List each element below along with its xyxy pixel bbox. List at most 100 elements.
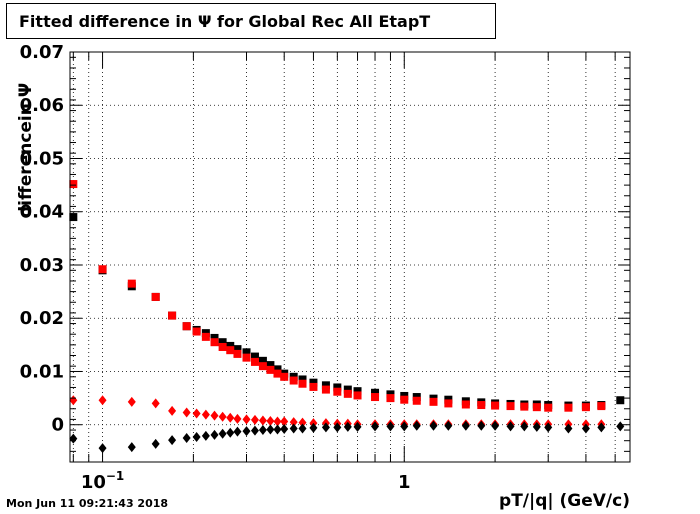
data-point xyxy=(127,442,136,453)
data-point xyxy=(226,341,235,350)
data-point xyxy=(491,401,500,410)
data-point xyxy=(233,345,242,354)
data-point xyxy=(258,415,267,426)
data-point xyxy=(506,402,515,411)
x-tick-label: 1 xyxy=(398,472,411,493)
data-point xyxy=(201,430,210,441)
data-point xyxy=(321,422,330,433)
data-point xyxy=(520,402,529,411)
data-point xyxy=(309,378,318,387)
axes: 0 0.01 0.02 0.03 0.04 0.05 0.06 0.07 10−1 1 xyxy=(20,42,630,493)
data-point xyxy=(477,401,486,410)
data-point xyxy=(69,395,78,406)
data-point xyxy=(353,387,362,396)
y-tick-label: 0 xyxy=(51,415,64,436)
data-point xyxy=(192,408,201,419)
data-point xyxy=(273,365,282,374)
y-tick-label: 0.05 xyxy=(20,148,64,169)
series-2 xyxy=(69,180,606,412)
y-tick-label: 0.06 xyxy=(20,95,64,116)
data-point xyxy=(444,399,453,408)
data-point xyxy=(544,403,553,412)
y-tick-label: 0.02 xyxy=(20,308,64,329)
data-point xyxy=(218,342,227,351)
data-point xyxy=(226,346,235,355)
data-point xyxy=(273,369,282,378)
data-point xyxy=(69,433,78,444)
data-point xyxy=(250,357,259,366)
data-point xyxy=(298,379,307,388)
data-point xyxy=(400,395,409,404)
data-point xyxy=(127,279,136,288)
data-point xyxy=(597,422,606,433)
data-point xyxy=(581,403,590,412)
data-point xyxy=(564,403,573,412)
title-box: Fitted difference in Ψ for Global Rec Al… xyxy=(6,3,496,39)
data-point xyxy=(616,421,625,432)
data-point xyxy=(444,420,453,431)
data-point xyxy=(333,387,342,396)
data-point xyxy=(233,413,242,424)
data-point xyxy=(127,396,136,407)
data-point xyxy=(201,332,210,341)
data-point xyxy=(280,372,289,381)
data-point xyxy=(321,385,330,394)
data-point xyxy=(429,397,438,406)
data-point xyxy=(412,396,421,405)
data-point xyxy=(226,427,235,438)
data-point xyxy=(333,422,342,433)
data-point xyxy=(273,424,282,435)
series-1 xyxy=(69,213,625,410)
data-point xyxy=(280,416,289,427)
data-point xyxy=(258,425,267,436)
data-point xyxy=(429,420,438,431)
data-point xyxy=(400,421,409,432)
data-point xyxy=(353,421,362,432)
data-point xyxy=(309,382,318,391)
data-point xyxy=(233,426,242,437)
data-point xyxy=(258,356,267,365)
data-point xyxy=(412,420,421,431)
data-point xyxy=(250,352,259,361)
data-point xyxy=(233,349,242,358)
data-point xyxy=(289,376,298,385)
data-point xyxy=(242,353,251,362)
data-point xyxy=(218,428,227,439)
data-point xyxy=(371,421,380,432)
data-point xyxy=(98,265,107,274)
data-point xyxy=(321,381,330,390)
y-tick-label: 0.01 xyxy=(20,361,64,382)
data-point xyxy=(343,389,352,398)
data-point xyxy=(266,361,275,370)
data-point xyxy=(289,417,298,428)
data-point xyxy=(258,362,267,371)
data-point xyxy=(289,423,298,434)
data-point xyxy=(506,421,515,432)
data-point xyxy=(182,322,191,331)
data-point xyxy=(242,414,251,425)
data-point xyxy=(564,423,573,434)
data-point xyxy=(266,424,275,435)
data-point xyxy=(226,412,235,423)
y-axis-label: differencein Ψ xyxy=(16,82,36,218)
data-point xyxy=(298,417,307,428)
plot-frame xyxy=(69,51,631,463)
data-point xyxy=(520,421,529,432)
data-point xyxy=(273,416,282,427)
y-tick-label: 0.07 xyxy=(20,42,64,63)
data-point xyxy=(616,396,625,405)
x-axis-label: pT/|q| (GeV/c) xyxy=(499,491,630,511)
data-point xyxy=(98,395,107,406)
data-point xyxy=(386,394,395,403)
data-point xyxy=(371,393,380,402)
data-point xyxy=(168,405,177,416)
data-point xyxy=(298,375,307,384)
data-point xyxy=(151,292,160,301)
date-stamp: Mon Jun 11 09:21:43 2018 xyxy=(6,497,169,510)
data-point xyxy=(168,311,177,320)
data-point xyxy=(218,411,227,422)
data-point xyxy=(151,438,160,449)
series-4 xyxy=(69,420,625,454)
data-point xyxy=(242,426,251,437)
